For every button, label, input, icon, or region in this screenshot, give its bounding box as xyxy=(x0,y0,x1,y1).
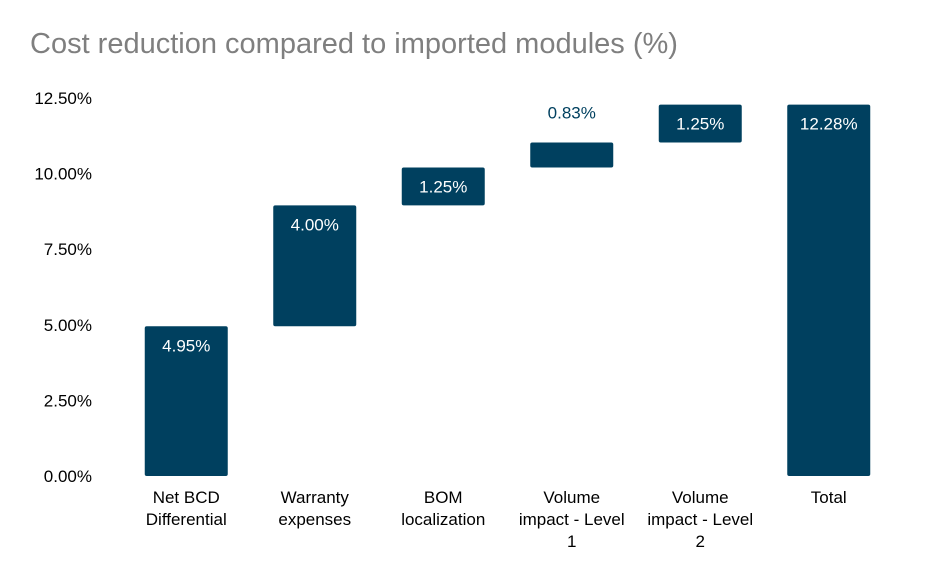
waterfall-bar xyxy=(144,326,228,476)
data-label: 1.25% xyxy=(419,178,467,197)
waterfall-bar xyxy=(401,167,485,206)
x-category-label: localization xyxy=(401,510,485,529)
x-category-label: 1 xyxy=(567,532,576,551)
data-label: 0.83% xyxy=(548,103,596,122)
x-category-label: Volume xyxy=(672,488,729,507)
x-category-label: Total xyxy=(811,488,847,507)
x-category-label: impact - Level xyxy=(647,510,753,529)
waterfall-bar xyxy=(530,142,614,168)
y-tick-label: 0.00% xyxy=(44,467,92,486)
x-category-label: expenses xyxy=(278,510,351,529)
data-label: 12.28% xyxy=(800,115,858,134)
y-tick-label: 5.00% xyxy=(44,316,92,335)
y-tick-label: 2.50% xyxy=(44,391,92,410)
x-category-label: Warranty xyxy=(281,488,350,507)
data-label: 4.00% xyxy=(291,215,339,234)
x-category-label: Differential xyxy=(146,510,227,529)
waterfall-bar xyxy=(658,104,742,143)
waterfall-bar xyxy=(787,104,871,476)
x-category-label: Net BCD xyxy=(153,488,220,507)
data-label: 1.25% xyxy=(676,115,724,134)
waterfall-bar xyxy=(273,205,357,327)
data-label: 4.95% xyxy=(162,336,210,355)
chart-title: Cost reduction compared to imported modu… xyxy=(30,28,678,60)
x-category-label: Volume xyxy=(543,488,600,507)
x-category-label: 2 xyxy=(696,532,705,551)
y-tick-label: 12.50% xyxy=(34,89,92,108)
x-category-label: impact - Level xyxy=(519,510,625,529)
y-tick-label: 10.00% xyxy=(34,165,92,184)
x-category-label: BOM xyxy=(424,488,463,507)
y-tick-label: 7.50% xyxy=(44,240,92,259)
